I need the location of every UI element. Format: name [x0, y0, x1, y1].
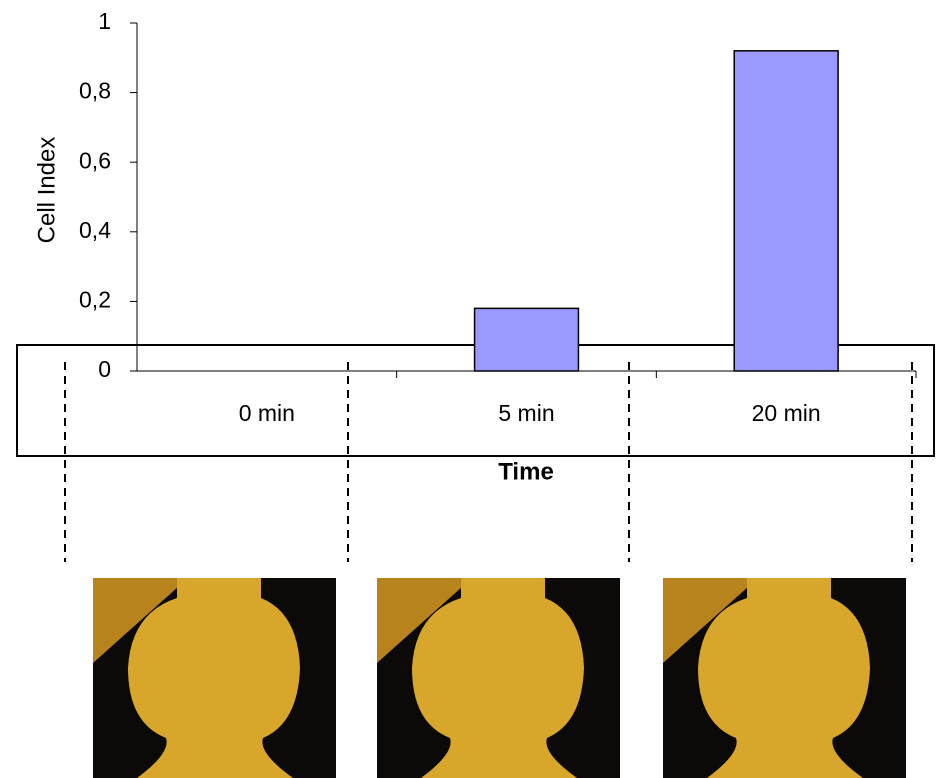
- y-tick-label: 1: [98, 8, 111, 34]
- y-tick-label: 0: [98, 356, 111, 382]
- micrograph: [377, 578, 620, 778]
- y-tick-label: 0,2: [79, 286, 111, 312]
- micrograph: [663, 578, 906, 778]
- x-axis-title: Time: [498, 458, 554, 485]
- x-tick-label: 5 min: [498, 400, 554, 426]
- bar: [475, 308, 579, 371]
- dividers: [65, 362, 912, 562]
- y-tick-label: 0,6: [79, 147, 111, 173]
- y-tick-label: 0,8: [79, 78, 111, 104]
- x-tick-label: 0 min: [239, 400, 295, 426]
- bar: [734, 51, 838, 371]
- y-axis-title: Cell Index: [33, 137, 60, 244]
- y-tick-label: 0,4: [79, 217, 111, 243]
- figure: Cell Index Time 0 0,2 0,4 0,6 0,8 1 0 min 5 min…: [0, 0, 936, 778]
- x-tick-label: 20 min: [752, 400, 821, 426]
- micrograph: [93, 578, 336, 778]
